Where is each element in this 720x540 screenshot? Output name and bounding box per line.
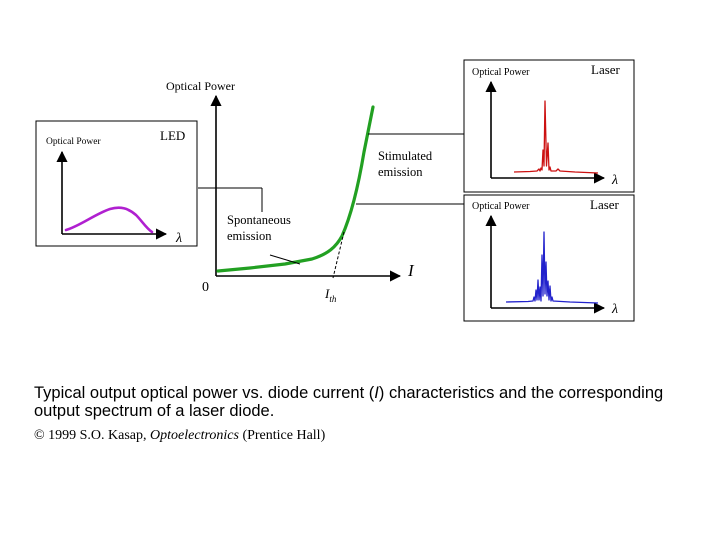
laser-bottom-title: Laser <box>590 197 620 212</box>
laser-top-y-axis-label: Optical Power <box>472 67 530 78</box>
laser-bottom-y-axis-label: Optical Power <box>472 201 530 212</box>
laser-bottom-inset-frame <box>463 194 635 322</box>
main-li-plot: Optical Power I 0 Ith Spontaneous emissio… <box>166 79 464 304</box>
caption-text-part2: ) characteristics and the corresponding … <box>34 384 664 420</box>
laser-bottom-wavelength-label: λ <box>611 302 618 317</box>
laser-bottom-spectrum-curve <box>505 231 599 304</box>
laser-bottom-spectrum-inset: Optical Power Laser λ <box>463 194 635 322</box>
led-y-axis-label: Optical Power <box>46 137 101 147</box>
caption-text-part1: Typical output optical power vs. diode c… <box>34 384 375 402</box>
spontaneous-emission-label: Spontaneous emission <box>227 213 291 243</box>
led-title: LED <box>160 128 185 143</box>
led-spectrum-inset: Optical Power LED λ <box>35 120 198 247</box>
copyright-line: © 1999 S.O. Kasap, Optoelectronics (Pren… <box>34 428 325 444</box>
led-wavelength-label: λ <box>175 231 182 246</box>
led-inset-frame <box>35 120 198 247</box>
threshold-current-label: Ith <box>324 286 337 304</box>
copyright-suffix: (Prentice Hall) <box>238 428 326 443</box>
main-y-axis-label: Optical Power <box>166 79 235 93</box>
light-current-curve <box>216 105 375 273</box>
laser-top-spectrum-curve <box>513 100 599 174</box>
copyright-prefix: © 1999 S.O. Kasap, <box>34 428 151 443</box>
copyright-book-title: Optoelectronics <box>150 428 239 443</box>
spontaneous-pointer <box>269 254 301 265</box>
laser-top-title: Laser <box>591 62 621 77</box>
main-x-axis-label: I <box>407 261 415 280</box>
origin-label: 0 <box>202 280 209 295</box>
laser-top-spectrum-inset: Optical Power Laser λ <box>463 59 635 193</box>
led-spectrum-curve <box>64 206 154 234</box>
threshold-extrapolation-line <box>332 231 345 279</box>
caption-current-symbol: I <box>374 384 379 402</box>
laser-top-inset-frame <box>463 59 635 193</box>
stimulated-emission-label: Stimulated emission <box>378 149 433 179</box>
laser-top-wavelength-label: λ <box>611 173 618 188</box>
figure-caption: Typical output optical power vs. diode c… <box>34 384 694 420</box>
